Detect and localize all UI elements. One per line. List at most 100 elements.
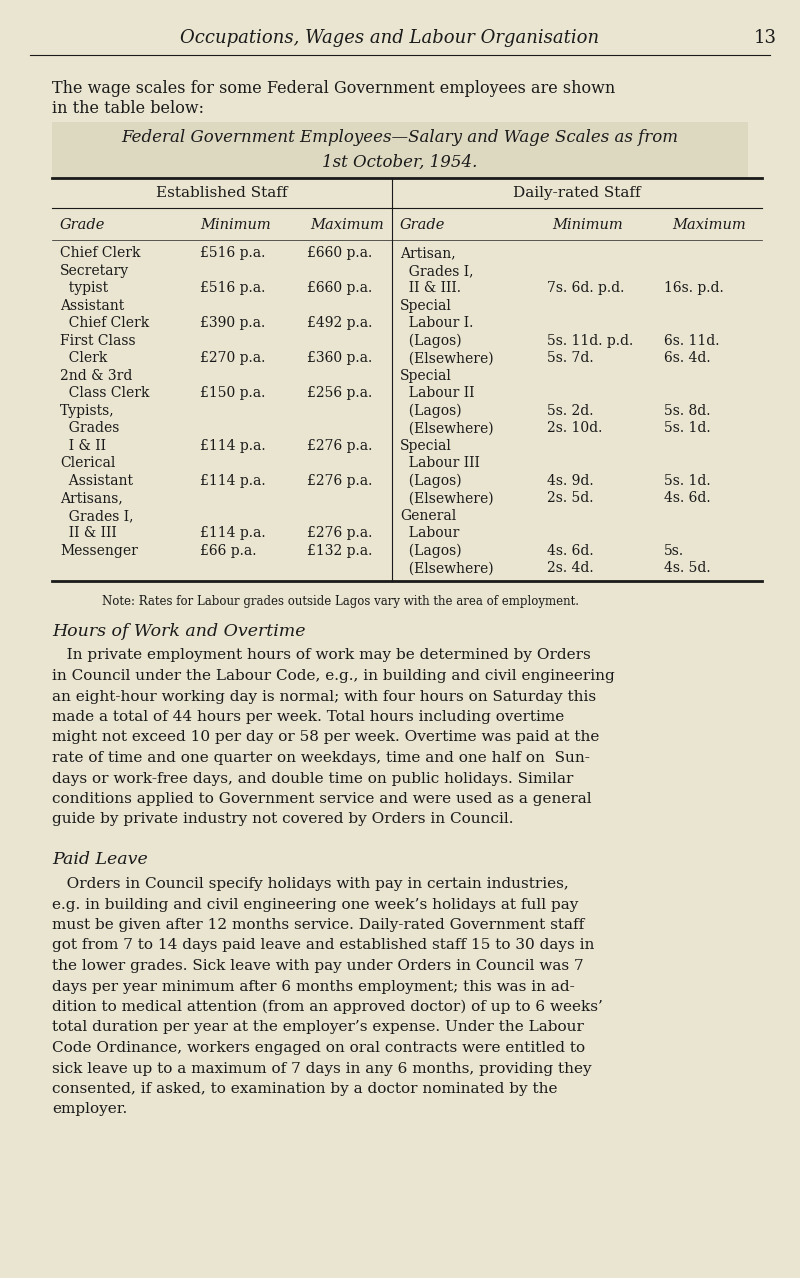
Text: Clerk: Clerk [60,351,107,366]
Text: typist: typist [60,281,108,295]
Text: guide by private industry not covered by Orders in Council.: guide by private industry not covered by… [52,813,514,827]
Text: Secretary: Secretary [60,263,129,277]
Text: General: General [400,509,456,523]
Text: £360 p.a.: £360 p.a. [307,351,372,366]
Text: II & III: II & III [60,527,117,541]
Text: got from 7 to 14 days paid leave and established staff 15 to 30 days in: got from 7 to 14 days paid leave and est… [52,938,594,952]
Text: £256 p.a.: £256 p.a. [307,386,372,400]
Text: 13: 13 [754,29,777,47]
Text: conditions applied to Government service and were used as a general: conditions applied to Government service… [52,792,592,806]
Text: Maximum: Maximum [672,219,746,233]
Text: (Elsewhere): (Elsewhere) [400,491,494,505]
Text: 2s. 5d.: 2s. 5d. [547,491,594,505]
Text: £270 p.a.: £270 p.a. [200,351,266,366]
Text: Grades I,: Grades I, [60,509,134,523]
Text: (Lagos): (Lagos) [400,543,462,558]
Text: 6s. 11d.: 6s. 11d. [664,334,719,348]
Text: Grade: Grade [400,219,446,233]
Text: Code Ordinance, workers engaged on oral contracts were entitled to: Code Ordinance, workers engaged on oral … [52,1042,585,1056]
Text: Special: Special [400,369,452,383]
Text: 2s. 4d.: 2s. 4d. [547,561,594,575]
Text: Minimum: Minimum [552,219,622,233]
Text: days or work-free days, and double time on public holidays. Similar: days or work-free days, and double time … [52,772,574,786]
Text: 5s.: 5s. [664,544,684,558]
Text: (Elsewhere): (Elsewhere) [400,351,494,366]
Text: II & III.: II & III. [400,281,461,295]
Text: made a total of 44 hours per week. Total hours including overtime: made a total of 44 hours per week. Total… [52,711,564,725]
Text: 4s. 9d.: 4s. 9d. [547,474,594,488]
Text: 4s. 6d.: 4s. 6d. [664,491,710,505]
Text: £114 p.a.: £114 p.a. [200,527,266,541]
Text: Federal Government Employees—Salary and Wage Scales as from: Federal Government Employees—Salary and … [122,129,678,147]
Text: 5s. 8d.: 5s. 8d. [664,404,710,418]
Text: 6s. 4d.: 6s. 4d. [664,351,710,366]
Text: 16s. p.d.: 16s. p.d. [664,281,724,295]
Text: Daily-rated Staff: Daily-rated Staff [513,187,641,199]
Text: must be given after 12 months service. Daily-rated Government staff: must be given after 12 months service. D… [52,918,584,932]
Text: (Lagos): (Lagos) [400,404,462,418]
Text: employer.: employer. [52,1103,127,1117]
Text: Established Staff: Established Staff [156,187,288,199]
Text: e.g. in building and civil engineering one week’s holidays at full pay: e.g. in building and civil engineering o… [52,897,578,911]
Text: £492 p.a.: £492 p.a. [307,317,372,331]
Text: 5s. 2d.: 5s. 2d. [547,404,594,418]
Text: 7s. 6d. p.d.: 7s. 6d. p.d. [547,281,624,295]
Text: £276 p.a.: £276 p.a. [307,438,372,452]
Text: Class Clerk: Class Clerk [60,386,150,400]
Text: in the table below:: in the table below: [52,100,204,118]
Text: 4s. 6d.: 4s. 6d. [547,544,594,558]
Text: Note: Rates for Labour grades outside Lagos vary with the area of employment.: Note: Rates for Labour grades outside La… [102,594,579,607]
Text: First Class: First Class [60,334,136,348]
Text: the lower grades. Sick leave with pay under Orders in Council was 7: the lower grades. Sick leave with pay un… [52,958,584,973]
Text: Grades I,: Grades I, [400,263,474,277]
Text: Labour II: Labour II [400,386,474,400]
Text: sick leave up to a maximum of 7 days in any 6 months, providing they: sick leave up to a maximum of 7 days in … [52,1062,592,1076]
Text: Hours of Work and Overtime: Hours of Work and Overtime [52,622,306,639]
Text: Typists,: Typists, [60,404,114,418]
Text: Special: Special [400,438,452,452]
Text: £390 p.a.: £390 p.a. [200,317,266,331]
Text: The wage scales for some Federal Government employees are shown: The wage scales for some Federal Governm… [52,81,615,97]
Text: Assistant: Assistant [60,299,124,313]
Text: Labour III: Labour III [400,456,480,470]
Text: £660 p.a.: £660 p.a. [307,247,372,261]
Text: (Lagos): (Lagos) [400,474,462,488]
Text: Orders in Council specify holidays with pay in certain industries,: Orders in Council specify holidays with … [52,877,569,891]
Text: Special: Special [400,299,452,313]
Text: Paid Leave: Paid Leave [52,851,148,868]
Text: £276 p.a.: £276 p.a. [307,527,372,541]
Text: Minimum: Minimum [200,219,270,233]
Text: £66 p.a.: £66 p.a. [200,544,257,558]
Text: Occupations, Wages and Labour Organisation: Occupations, Wages and Labour Organisati… [181,29,599,47]
Text: might not exceed 10 per day or 58 per week. Overtime was paid at the: might not exceed 10 per day or 58 per we… [52,731,599,745]
Text: Chief Clerk: Chief Clerk [60,247,141,261]
Text: in Council under the Labour Code, e.g., in building and civil engineering: in Council under the Labour Code, e.g., … [52,668,614,682]
Text: Labour I.: Labour I. [400,317,474,331]
Text: Artisans,: Artisans, [60,491,122,505]
Text: 5s. 1d.: 5s. 1d. [664,474,710,488]
Text: Artisan,: Artisan, [400,247,456,261]
Text: In private employment hours of work may be determined by Orders: In private employment hours of work may … [52,648,590,662]
Text: (Elsewhere): (Elsewhere) [400,561,494,575]
Text: Grade: Grade [60,219,106,233]
Text: 2s. 10d.: 2s. 10d. [547,422,602,436]
Text: 5s. 1d.: 5s. 1d. [664,422,710,436]
Text: Labour: Labour [400,527,459,541]
Text: an eight-hour working day is normal; with four hours on Saturday this: an eight-hour working day is normal; wit… [52,690,596,703]
Text: Chief Clerk: Chief Clerk [60,317,150,331]
Text: (Elsewhere): (Elsewhere) [400,422,494,436]
Bar [52,121,748,178]
Text: I & II: I & II [60,438,106,452]
Text: 2nd & 3rd: 2nd & 3rd [60,369,132,383]
Text: £276 p.a.: £276 p.a. [307,474,372,488]
Text: Maximum: Maximum [310,219,384,233]
Text: 4s. 5d.: 4s. 5d. [664,561,710,575]
Text: 5s. 7d.: 5s. 7d. [547,351,594,366]
Text: consented, if asked, to examination by a doctor nominated by the: consented, if asked, to examination by a… [52,1082,558,1097]
Text: £132 p.a.: £132 p.a. [307,544,372,558]
Text: days per year minimum after 6 months employment; this was in ad-: days per year minimum after 6 months emp… [52,979,574,993]
Text: £516 p.a.: £516 p.a. [200,247,266,261]
Text: £114 p.a.: £114 p.a. [200,438,266,452]
Text: £114 p.a.: £114 p.a. [200,474,266,488]
Text: rate of time and one quarter on weekdays, time and one half on  Sun-: rate of time and one quarter on weekdays… [52,751,590,766]
